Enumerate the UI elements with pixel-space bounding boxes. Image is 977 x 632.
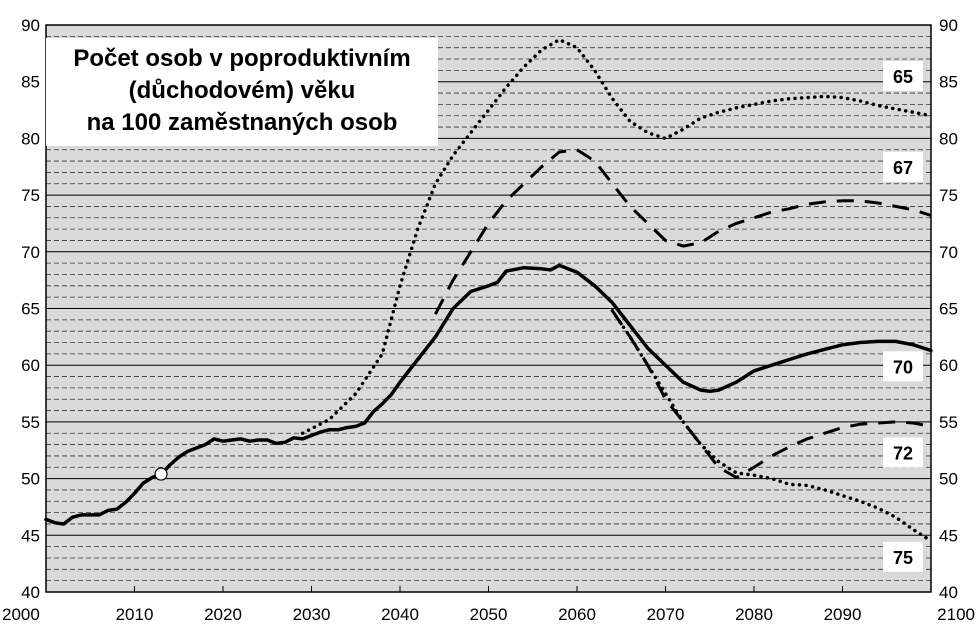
chart-title: Počet osob v poproduktivním (důchodovém)… <box>46 38 438 146</box>
title-line-2: (důchodovém) věku <box>129 77 356 104</box>
axis-labels: 40 40 45 45 50 50 55 55 60 60 65 65 70 70 75 75 80 80 85 85… <box>2 16 975 624</box>
reference-marker <box>154 467 168 481</box>
y-tick-label-right: 85 <box>939 73 958 92</box>
y-tick-label-left: 65 <box>21 300 40 319</box>
x-tick-label: 2090 <box>824 605 862 624</box>
y-tick-label-left: 40 <box>21 583 40 602</box>
marker-layer <box>154 467 168 481</box>
y-tick-label-right: 80 <box>939 129 958 148</box>
y-tick-label-left: 80 <box>21 129 40 148</box>
y-tick-label-left: 70 <box>21 243 40 262</box>
series-line-67 <box>434 148 932 315</box>
series-end-label-box <box>883 437 923 468</box>
x-tick-label: 2000 <box>2 605 40 624</box>
x-tick-label: 2040 <box>381 605 419 624</box>
y-tick-label-right: 75 <box>939 186 958 205</box>
series-end-label-65: 65 <box>883 61 923 92</box>
series-lines <box>44 37 933 543</box>
x-tick-label: 2050 <box>470 605 508 624</box>
y-tick-label-right: 70 <box>939 243 958 262</box>
plot-border <box>45 24 932 593</box>
y-tick-label-right: 90 <box>939 16 958 35</box>
y-tick-label-left: 75 <box>21 186 40 205</box>
series-end-label-text: 67 <box>893 158 913 178</box>
grid-lines <box>46 35 931 592</box>
x-tick-label: 2020 <box>204 605 242 624</box>
y-tick-label-right: 45 <box>939 526 958 545</box>
series-end-label-box <box>883 61 923 92</box>
series-end-label-67: 67 <box>883 151 923 182</box>
series-line-75 <box>610 309 933 543</box>
y-tick-label-left: 85 <box>21 73 40 92</box>
series-end-label-72: 72 <box>883 437 923 468</box>
y-tick-label-right: 55 <box>939 413 958 432</box>
title-line-3: na 100 zaměstnaných osob <box>87 109 398 136</box>
title-box <box>46 38 438 146</box>
series-line-70 <box>44 263 933 526</box>
x-tick-label: 2010 <box>116 605 154 624</box>
x-tick-label: 2080 <box>735 605 773 624</box>
x-tick-label: 2060 <box>558 605 596 624</box>
x-tick-label: 2030 <box>293 605 331 624</box>
series-end-label-text: 72 <box>893 444 913 464</box>
series-end-label-text: 65 <box>893 67 913 87</box>
x-tick-label: 2070 <box>647 605 685 624</box>
series-end-label-box <box>883 351 923 382</box>
title-line-1: Počet osob v poproduktivním <box>73 45 410 72</box>
y-tick-label-left: 50 <box>21 470 40 489</box>
series-line-65 <box>300 37 933 435</box>
y-tick-label-left: 60 <box>21 356 40 375</box>
y-tick-label-left: 55 <box>21 413 40 432</box>
series-end-label-70: 70 <box>883 351 923 382</box>
y-tick-label-right: 65 <box>939 300 958 319</box>
series-end-label-text: 75 <box>893 548 913 568</box>
y-tick-label-left: 90 <box>21 16 40 35</box>
series-end-label-box <box>883 151 923 182</box>
y-tick-label-right: 60 <box>939 356 958 375</box>
series-end-label-box <box>883 541 923 572</box>
y-tick-label-right: 40 <box>939 583 958 602</box>
x-tick-label: 2100 <box>937 605 975 624</box>
series-end-label-text: 70 <box>893 357 913 377</box>
series-end-labels: 65 67 70 72 75 <box>883 61 923 572</box>
y-tick-label-left: 45 <box>21 526 40 545</box>
series-end-label-75: 75 <box>883 541 923 572</box>
y-tick-label-right: 50 <box>939 470 958 489</box>
